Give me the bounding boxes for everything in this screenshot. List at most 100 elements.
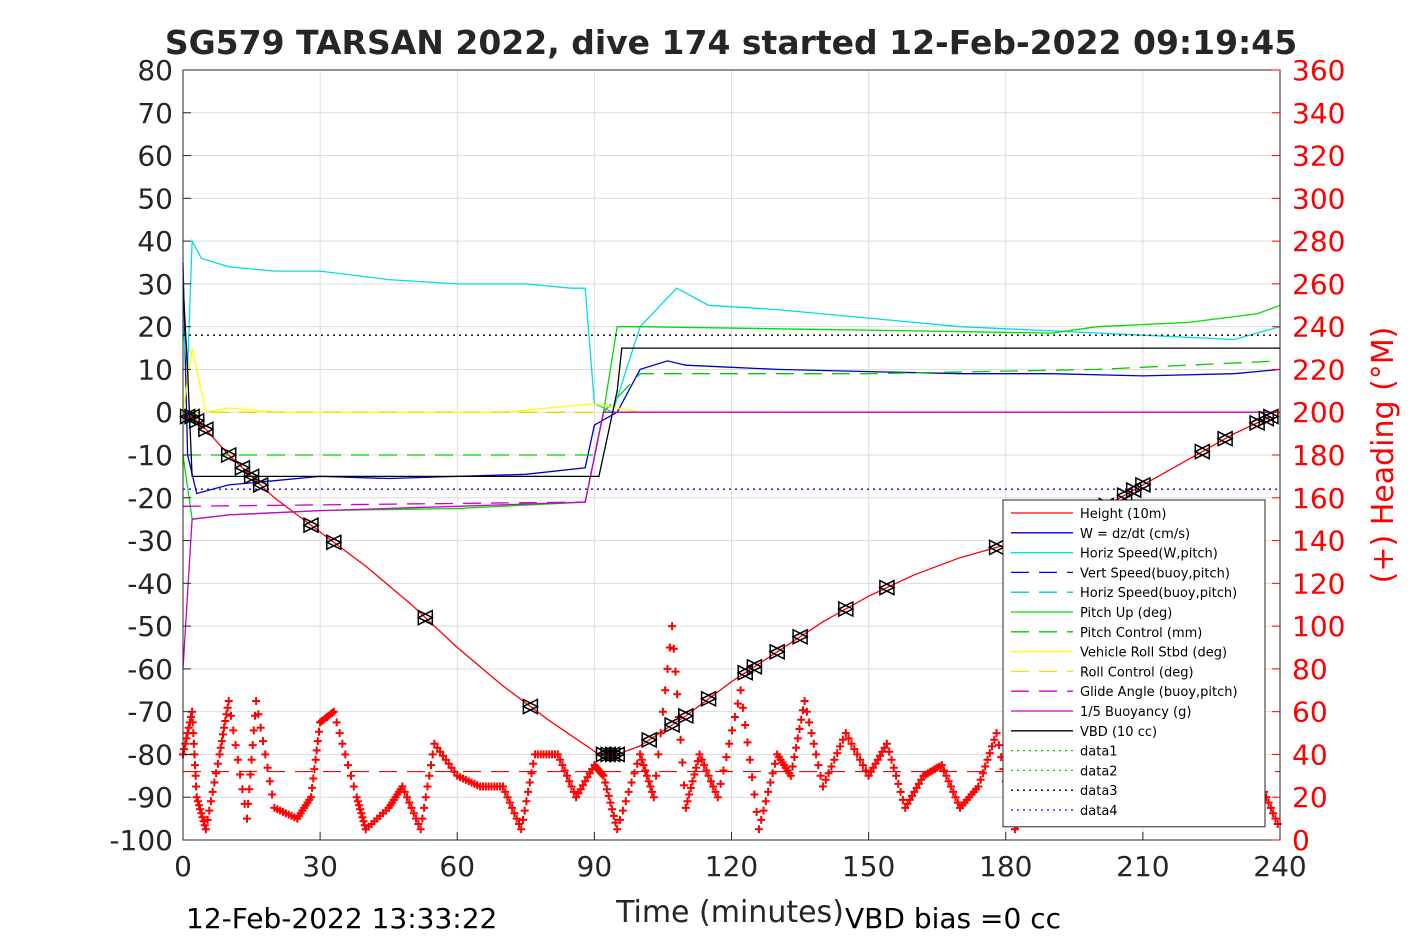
- y-tick-right-label: 60: [1292, 696, 1328, 729]
- heading-point: [844, 734, 853, 743]
- heading-point: [683, 797, 692, 806]
- y-ticks-right: 3603403203002802602402202001801601401201…: [1272, 54, 1345, 857]
- heading-point: [757, 815, 766, 824]
- marker-left-triangle: [791, 628, 808, 646]
- heading-point: [219, 730, 227, 739]
- legend-entry: 1/5 Buoyancy (g): [1080, 705, 1191, 720]
- heading-point: [213, 759, 222, 768]
- heading-layer: [179, 622, 1282, 834]
- heading-point: [792, 743, 801, 752]
- heading-point: [195, 801, 203, 810]
- heading-point: [212, 769, 221, 778]
- heading-point: [585, 769, 594, 778]
- marker-left-triangle: [188, 412, 205, 430]
- heading-point: [254, 710, 263, 719]
- legend-entry: data4: [1080, 804, 1118, 819]
- heading-point: [191, 761, 199, 770]
- heading-point: [795, 725, 804, 733]
- heading-point: [356, 805, 365, 814]
- heading-point: [311, 755, 320, 764]
- y-tick-label: 80: [137, 54, 173, 87]
- chart-title: SG579 TARSAN 2022, dive 174 started 12-F…: [165, 23, 1297, 62]
- heading-point: [233, 755, 242, 764]
- heading-point: [711, 787, 720, 796]
- heading-point: [223, 703, 232, 712]
- heading-point: [599, 771, 608, 780]
- heading-point: [702, 766, 711, 775]
- marker-left-triangle: [197, 421, 214, 438]
- heading-point: [949, 787, 958, 796]
- heading-point: [812, 750, 821, 759]
- y-tick-right-label: 240: [1292, 311, 1345, 344]
- heading-point: [522, 797, 531, 806]
- heading-point: [695, 750, 704, 759]
- heading-point: [221, 717, 230, 725]
- heading-point: [189, 729, 198, 738]
- heading-point: [856, 755, 865, 764]
- heading-point: [671, 667, 680, 676]
- heading-point: [210, 778, 219, 787]
- series-line-10: [182, 411, 1280, 669]
- y-tick-label: 0: [155, 396, 173, 429]
- y-tick-right-label: 120: [1292, 567, 1345, 600]
- heading-point: [182, 734, 191, 743]
- heading-point: [246, 770, 255, 779]
- y-tick-right-label: 0: [1292, 824, 1310, 857]
- y-tick-right-label: 360: [1292, 54, 1345, 87]
- heading-point: [358, 813, 367, 822]
- y-tick-label: 40: [137, 225, 173, 258]
- heading-point: [224, 697, 233, 705]
- heading-point: [1271, 814, 1280, 823]
- heading-point: [898, 795, 907, 804]
- heading-point: [508, 803, 517, 812]
- heading-point: [981, 762, 990, 771]
- heading-point: [656, 729, 665, 738]
- y-tick-right-label: 260: [1292, 268, 1345, 301]
- heading-point: [556, 755, 565, 764]
- heading-point: [428, 750, 437, 759]
- heading-point: [847, 739, 856, 748]
- heading-point: [405, 798, 414, 807]
- heading-point: [887, 755, 896, 764]
- heading-point: [400, 787, 409, 796]
- heading-point: [818, 782, 827, 791]
- heading-point: [706, 777, 715, 786]
- heading-point: [892, 771, 901, 780]
- marker-left-triangle: [1216, 430, 1233, 447]
- heading-point: [398, 782, 407, 791]
- heading-point: [896, 787, 905, 796]
- marker-left-triangle: [699, 690, 717, 708]
- heading-point: [616, 815, 625, 824]
- heading-point: [355, 801, 363, 810]
- heading-point: [263, 763, 272, 772]
- heading-point: [985, 749, 994, 758]
- heading-point: [668, 622, 677, 631]
- heading-point: [750, 790, 759, 799]
- marker-left-triangle: [640, 731, 657, 749]
- heading-point: [191, 771, 200, 780]
- heading-point: [268, 790, 277, 799]
- heading-point: [313, 737, 322, 746]
- y-tick-label: 30: [137, 268, 173, 301]
- heading-point: [569, 787, 578, 796]
- heading-point: [743, 738, 752, 747]
- heading-point: [652, 771, 661, 780]
- y-tick-label: -20: [127, 482, 173, 515]
- heading-point: [861, 766, 870, 775]
- y-tick-right-label: 200: [1292, 396, 1345, 429]
- heading-point: [332, 718, 341, 727]
- heading-point: [885, 747, 894, 756]
- heading-point: [841, 729, 850, 738]
- heading-point: [719, 766, 728, 775]
- heading-point: [259, 737, 267, 746]
- heading-point: [627, 778, 636, 787]
- heading-point: [329, 707, 338, 716]
- heading-point: [601, 778, 610, 787]
- heading-point: [951, 793, 960, 802]
- heading-point: [793, 734, 802, 743]
- heading-point: [827, 762, 836, 771]
- heading-point: [983, 755, 992, 764]
- marker-left-triangle: [878, 579, 895, 596]
- y-tick-right-label: 80: [1292, 653, 1328, 686]
